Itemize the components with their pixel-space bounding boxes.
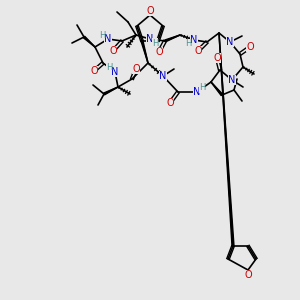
Text: O: O <box>155 47 163 57</box>
Text: O: O <box>109 46 117 56</box>
Polygon shape <box>103 87 118 95</box>
Text: O: O <box>244 270 252 280</box>
Polygon shape <box>83 36 95 47</box>
Text: H: H <box>152 38 158 47</box>
Text: H: H <box>199 83 205 92</box>
Text: H: H <box>185 40 191 49</box>
Text: O: O <box>194 46 202 56</box>
Text: O: O <box>246 42 254 52</box>
Text: O: O <box>90 66 98 76</box>
Text: N: N <box>190 35 198 45</box>
Text: N: N <box>226 37 234 47</box>
Text: N: N <box>193 87 201 97</box>
Text: O: O <box>132 64 140 74</box>
Text: O: O <box>146 6 154 16</box>
Text: H: H <box>106 64 112 73</box>
Text: N: N <box>111 67 119 77</box>
Text: O: O <box>166 98 174 108</box>
Text: N: N <box>146 34 154 44</box>
Polygon shape <box>165 35 180 42</box>
Text: N: N <box>159 71 167 81</box>
Text: O: O <box>213 53 221 63</box>
Polygon shape <box>141 41 148 63</box>
Text: H: H <box>99 31 105 40</box>
Polygon shape <box>219 33 234 246</box>
Polygon shape <box>211 82 223 96</box>
Text: N: N <box>104 34 112 44</box>
Text: N: N <box>228 75 236 85</box>
